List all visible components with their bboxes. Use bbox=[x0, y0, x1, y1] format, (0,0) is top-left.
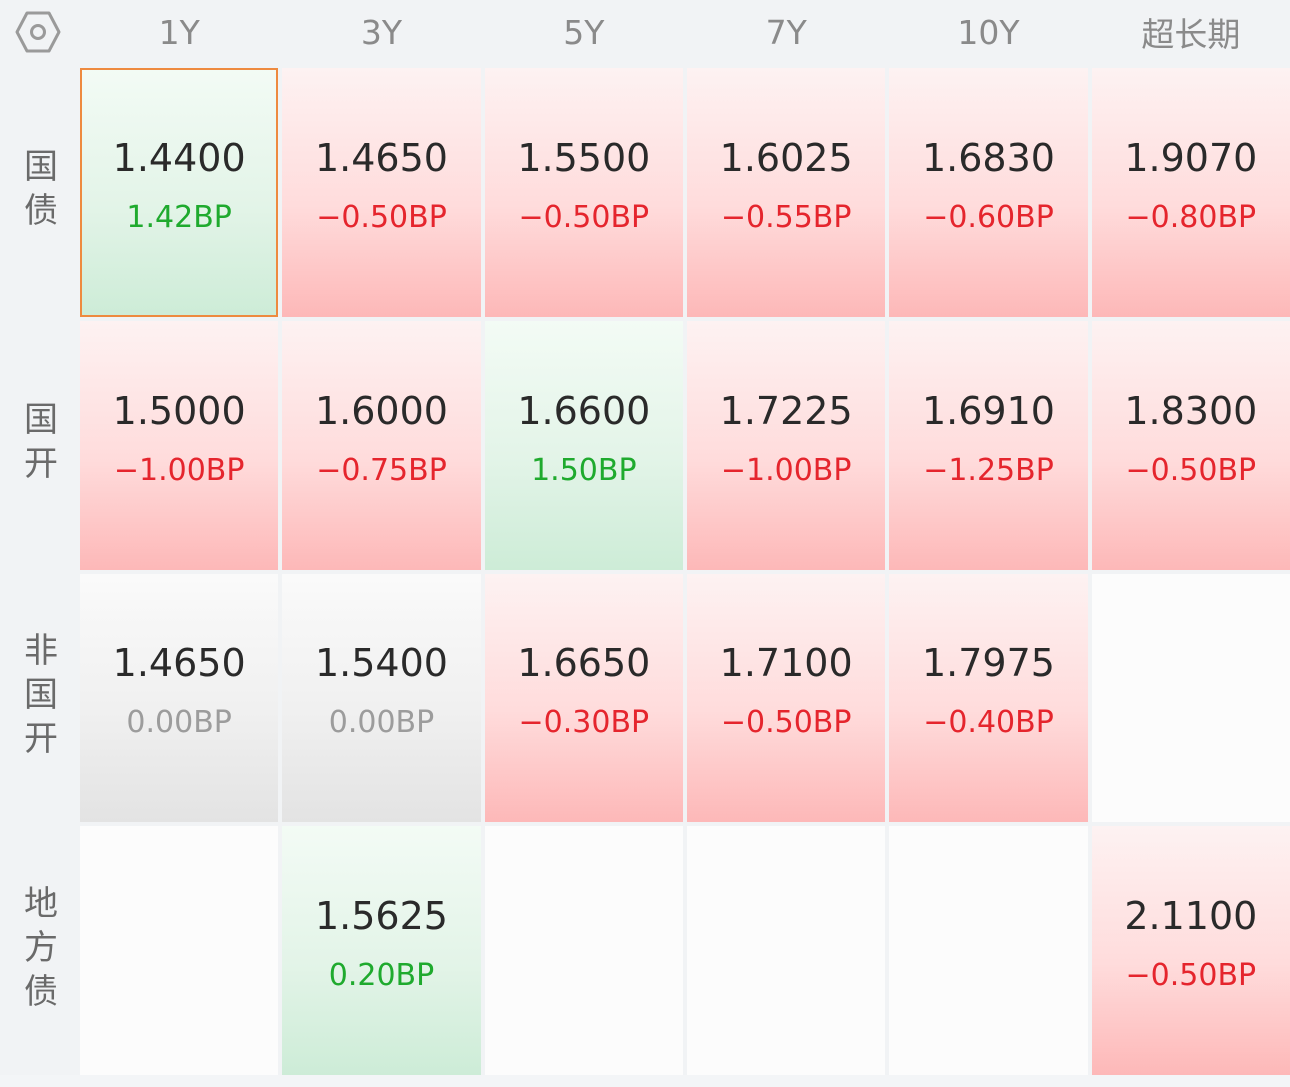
yield-cell[interactable]: 1.7100 −0.50BP bbox=[686, 573, 886, 823]
yield-rate: 1.9070 bbox=[1124, 135, 1258, 180]
yield-change: −1.00BP bbox=[720, 452, 852, 488]
column-header[interactable]: 超长期 bbox=[1091, 0, 1290, 64]
yield-cell[interactable]: 1.5000 −1.00BP bbox=[80, 320, 279, 570]
yield-change: −0.50BP bbox=[1125, 958, 1257, 994]
yield-rate: 1.6650 bbox=[517, 641, 651, 686]
yield-change: −0.50BP bbox=[316, 199, 447, 235]
yield-rate: 1.7225 bbox=[719, 388, 853, 433]
yield-cell-selected[interactable]: 1.4400 1.42BP bbox=[80, 68, 279, 317]
yield-change: 0.00BP bbox=[126, 705, 232, 741]
yield-rate: 1.4400 bbox=[112, 135, 246, 180]
yield-cell[interactable]: 1.6025 −0.55BP bbox=[686, 68, 886, 317]
yield-cell[interactable]: 1.6830 −0.60BP bbox=[889, 68, 1088, 317]
empty-cell bbox=[686, 826, 886, 1075]
row-header[interactable]: 国开 bbox=[0, 320, 76, 570]
yield-cell[interactable]: 1.6650 −0.30BP bbox=[484, 573, 683, 823]
yield-change: 1.42BP bbox=[126, 199, 232, 235]
row-header-label: 非国开 bbox=[17, 631, 58, 764]
row-header-label: 国开 bbox=[17, 401, 58, 490]
yield-cell[interactable]: 1.8300 −0.50BP bbox=[1091, 320, 1290, 570]
yield-rate: 1.5000 bbox=[112, 388, 246, 433]
row-header-label: 国债 bbox=[17, 148, 58, 237]
row-header[interactable]: 非国开 bbox=[0, 573, 76, 823]
yield-change: 0.00BP bbox=[328, 705, 435, 741]
yield-change: 1.50BP bbox=[531, 452, 637, 488]
yield-rate: 1.5400 bbox=[315, 641, 448, 686]
row-header[interactable]: 国债 bbox=[0, 68, 76, 317]
yield-change: −0.50BP bbox=[518, 199, 650, 235]
empty-cell bbox=[889, 826, 1088, 1075]
yield-change: −0.40BP bbox=[923, 705, 1054, 741]
row-header-label: 地方债 bbox=[17, 884, 58, 1017]
yield-rate: 1.5500 bbox=[517, 135, 651, 180]
yield-cell[interactable]: 1.9070 −0.80BP bbox=[1091, 68, 1290, 317]
yield-cell[interactable]: 1.5500 −0.50BP bbox=[484, 68, 683, 317]
yield-rate: 1.6000 bbox=[315, 388, 448, 433]
empty-cell bbox=[80, 826, 279, 1075]
yield-change: −0.30BP bbox=[518, 705, 650, 741]
yield-change: 0.20BP bbox=[328, 958, 435, 994]
column-header[interactable]: 10Y bbox=[889, 0, 1088, 64]
yield-rate: 1.6830 bbox=[922, 135, 1055, 180]
yield-cell[interactable]: 1.5400 0.00BP bbox=[282, 573, 481, 823]
column-header[interactable]: 1Y bbox=[80, 0, 279, 64]
yield-cell[interactable]: 1.6600 1.50BP bbox=[484, 320, 683, 570]
yield-rate: 1.6600 bbox=[517, 388, 651, 433]
yield-change: −0.50BP bbox=[1125, 452, 1257, 488]
yield-rate: 1.7975 bbox=[922, 641, 1055, 686]
yield-change: −0.75BP bbox=[316, 452, 447, 488]
yield-rate: 1.7100 bbox=[719, 641, 853, 686]
empty-cell bbox=[484, 826, 683, 1075]
yield-cell[interactable]: 1.5625 0.20BP bbox=[282, 826, 481, 1075]
yield-rate: 1.6910 bbox=[922, 388, 1055, 433]
yield-cell[interactable]: 1.6000 −0.75BP bbox=[282, 320, 481, 570]
yield-change: −0.55BP bbox=[720, 199, 852, 235]
hexagon-settings-icon[interactable] bbox=[0, 0, 76, 64]
yield-change: −1.25BP bbox=[923, 452, 1054, 488]
yield-rate: 1.6025 bbox=[719, 135, 853, 180]
yield-rate: 1.4650 bbox=[315, 135, 448, 180]
row-header[interactable]: 地方债 bbox=[0, 826, 76, 1075]
yield-cell[interactable]: 1.4650 0.00BP bbox=[80, 573, 279, 823]
yield-rate: 2.1100 bbox=[1124, 894, 1258, 939]
yield-change: −0.50BP bbox=[720, 705, 852, 741]
column-header[interactable]: 3Y bbox=[282, 0, 481, 64]
yield-cell[interactable]: 1.6910 −1.25BP bbox=[889, 320, 1088, 570]
yield-cell[interactable]: 1.4650 −0.50BP bbox=[282, 68, 481, 317]
yield-change: −1.00BP bbox=[113, 452, 245, 488]
yield-change: −0.80BP bbox=[1125, 199, 1257, 235]
yield-cell[interactable]: 2.1100 −0.50BP bbox=[1091, 826, 1290, 1075]
yield-cell[interactable]: 1.7225 −1.00BP bbox=[686, 320, 886, 570]
yield-rate: 1.4650 bbox=[112, 641, 246, 686]
column-header[interactable]: 7Y bbox=[686, 0, 886, 64]
yield-cell[interactable]: 1.7975 −0.40BP bbox=[889, 573, 1088, 823]
empty-cell bbox=[1091, 573, 1290, 823]
yield-change: −0.60BP bbox=[923, 199, 1054, 235]
yield-rate: 1.8300 bbox=[1124, 388, 1258, 433]
column-header[interactable]: 5Y bbox=[484, 0, 683, 64]
yield-rate: 1.5625 bbox=[315, 894, 448, 939]
